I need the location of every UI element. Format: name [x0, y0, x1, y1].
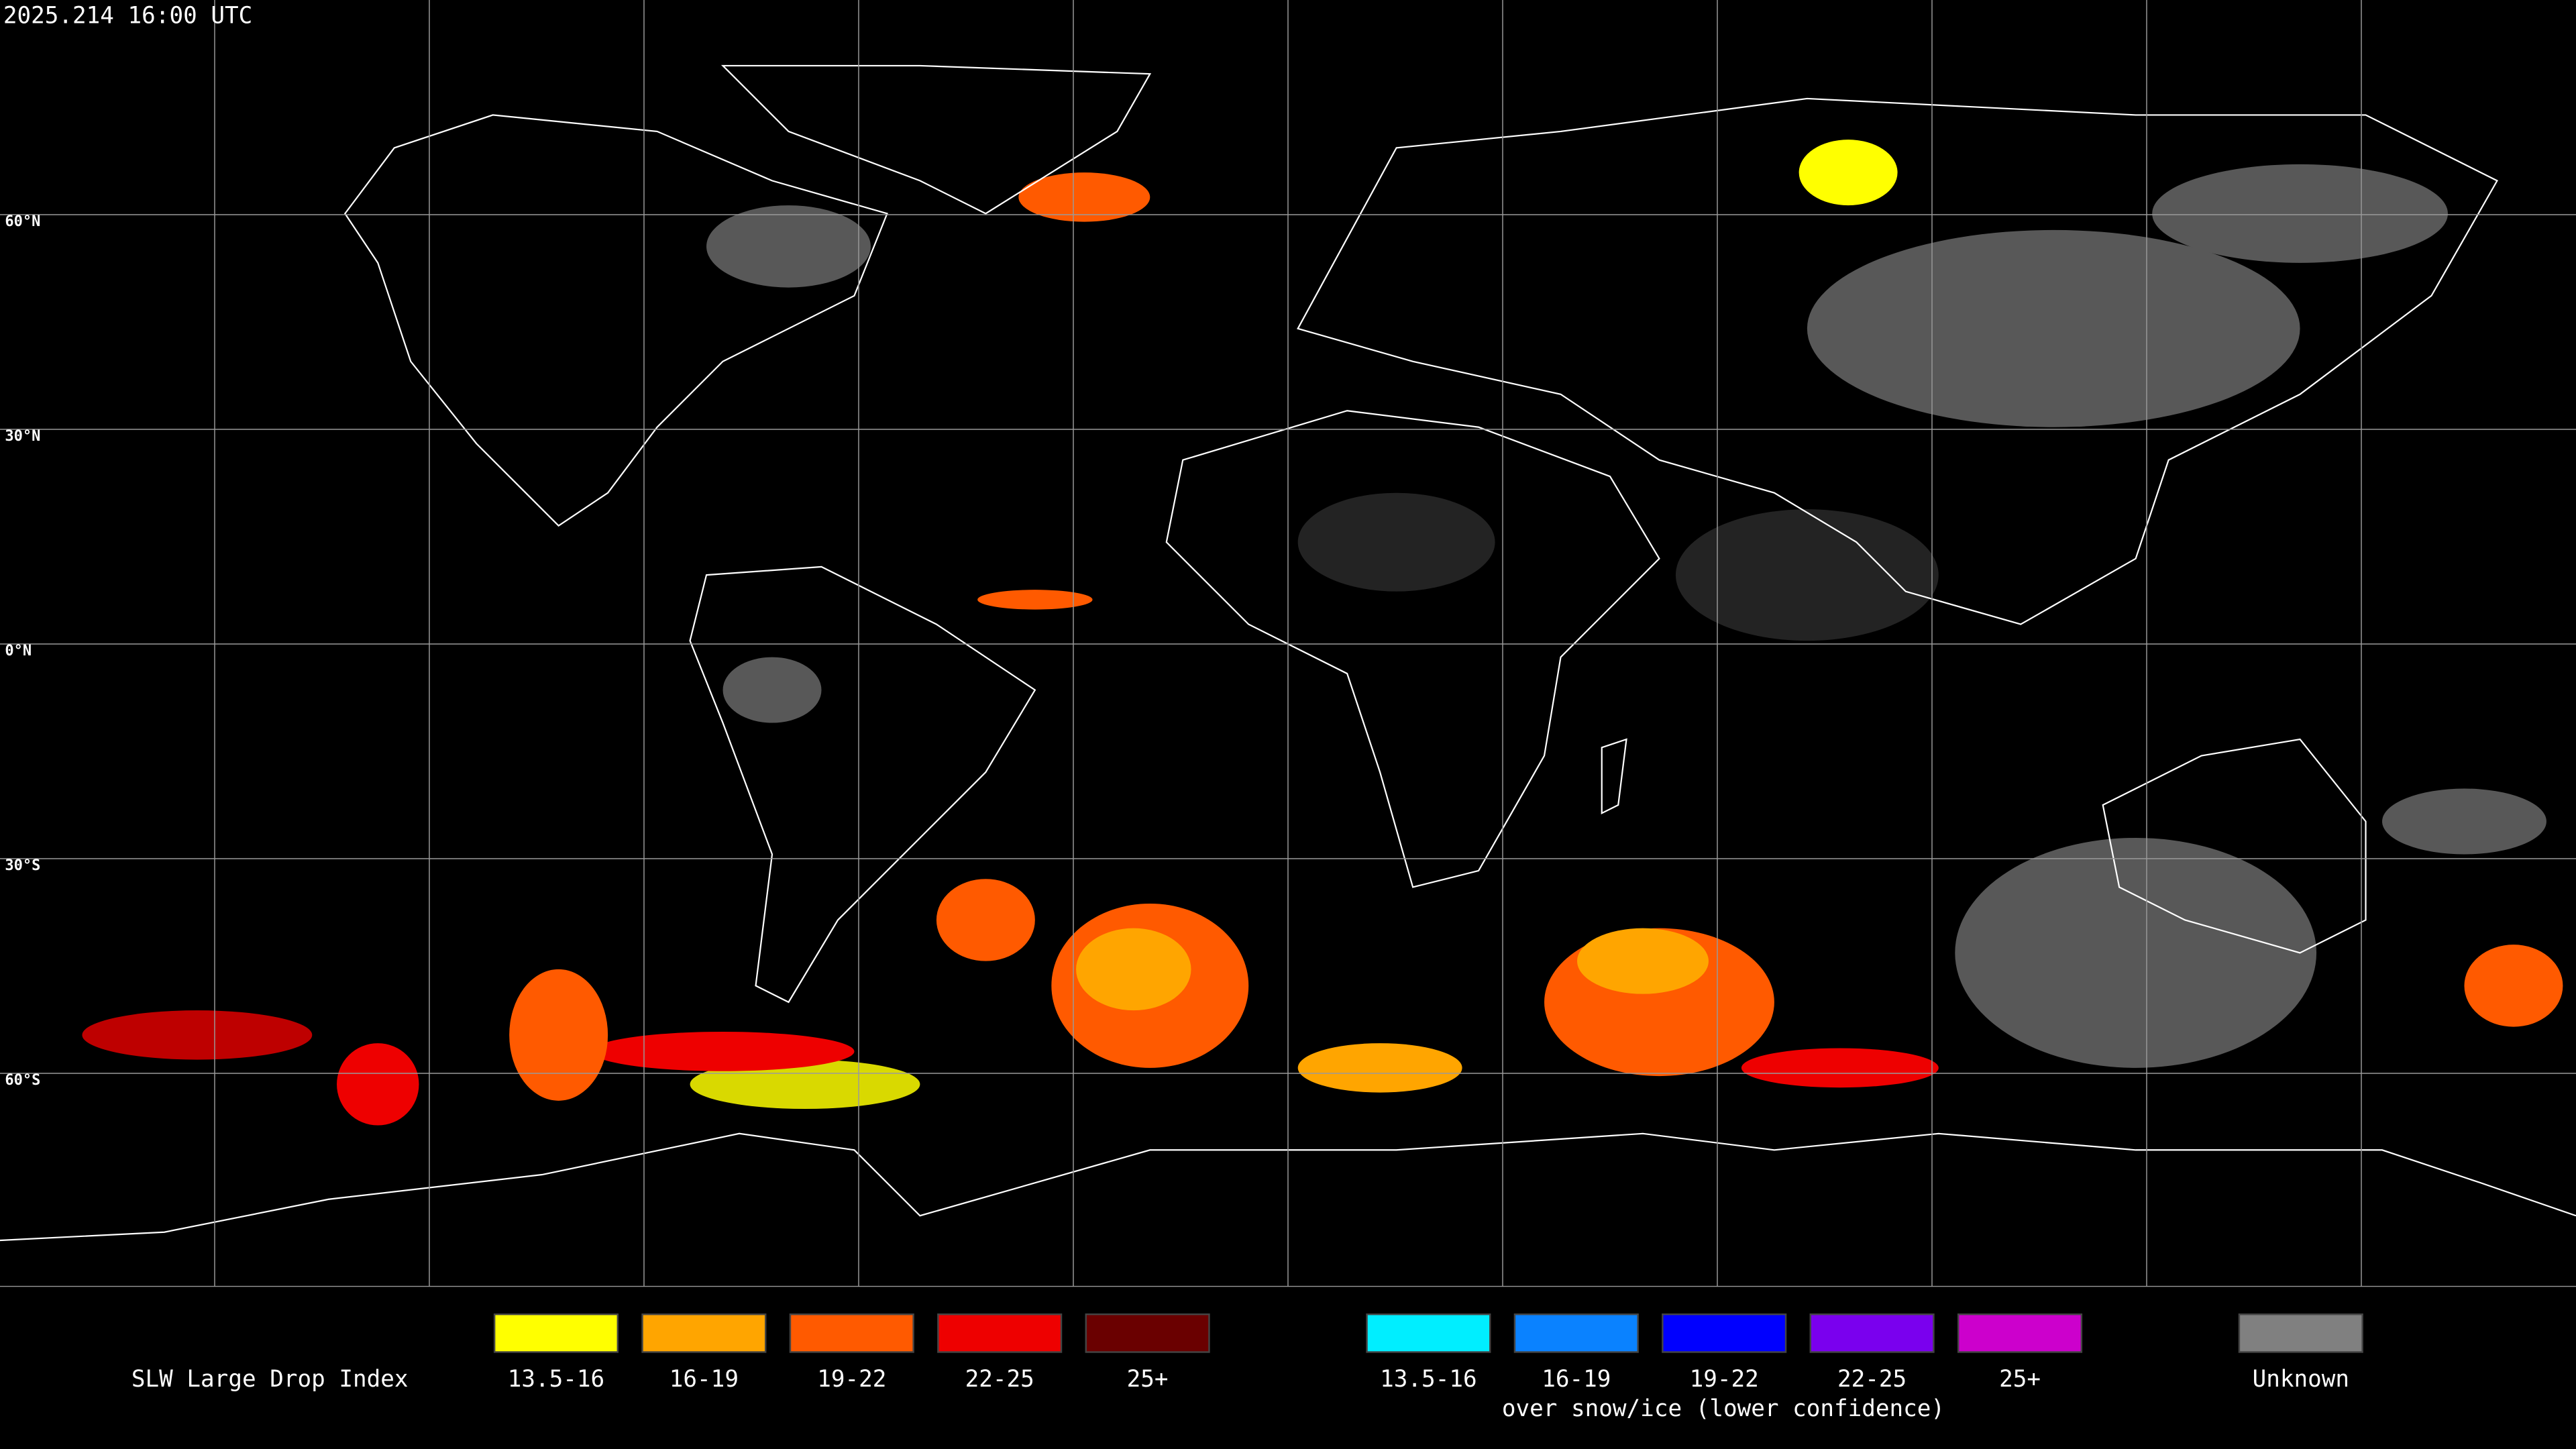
- latitude-label: 60°S: [5, 1072, 40, 1089]
- cloud-drop-index: [82, 140, 2563, 1126]
- legend-swatch: [493, 1313, 619, 1353]
- legend-label: 19-22: [817, 1366, 886, 1393]
- latitude-label: 30°S: [5, 857, 40, 874]
- timestamp: 2025.214 16:00 UTC: [3, 2, 252, 29]
- legend-swatch: [1513, 1313, 1639, 1353]
- legend-swatch: [2238, 1313, 2363, 1353]
- cloud-unknown: [706, 164, 2546, 1068]
- legend-label: 16-19: [1542, 1366, 1611, 1393]
- legend-swatch: [1366, 1313, 1491, 1353]
- snow-caption: over snow/ice (lower confidence): [1502, 1395, 1945, 1422]
- legend-label: 25+: [1127, 1366, 1169, 1393]
- latitude-label: 60°N: [5, 213, 40, 230]
- map: 60°N 30°N 0°N 30°S 60°S 2025.214 16:00 UTC: [0, 0, 2576, 1287]
- legend-label: 22-25: [965, 1366, 1034, 1393]
- legend-swatch: [1662, 1313, 1787, 1353]
- legend-swatch: [1957, 1313, 2083, 1353]
- legend-label: Unknown: [2253, 1366, 2349, 1393]
- graticule: [0, 0, 2576, 1287]
- legend-label: 22-25: [1837, 1366, 1907, 1393]
- latitude-labels: 60°N 30°N 0°N 30°S 60°S: [5, 213, 40, 1089]
- legend-swatch: [1809, 1313, 1935, 1353]
- latitude-label: 0°N: [5, 643, 32, 659]
- legend-label: 13.5-16: [1380, 1366, 1477, 1393]
- legend-swatch: [789, 1313, 914, 1353]
- coastlines: [0, 64, 2576, 1242]
- legend: SLW Large Drop Index over snow/ice (lowe…: [131, 1313, 2363, 1422]
- legend-title: SLW Large Drop Index: [131, 1366, 409, 1393]
- legend-label: 13.5-16: [508, 1366, 604, 1393]
- latitude-label: 30°N: [5, 428, 40, 445]
- legend-swatch: [1085, 1313, 1210, 1353]
- legend-label: 19-22: [1690, 1366, 1759, 1393]
- legend-label: 25+: [1999, 1366, 2041, 1393]
- legend-swatch: [641, 1313, 767, 1353]
- legend-label: 16-19: [669, 1366, 739, 1393]
- legend-swatch: [937, 1313, 1063, 1353]
